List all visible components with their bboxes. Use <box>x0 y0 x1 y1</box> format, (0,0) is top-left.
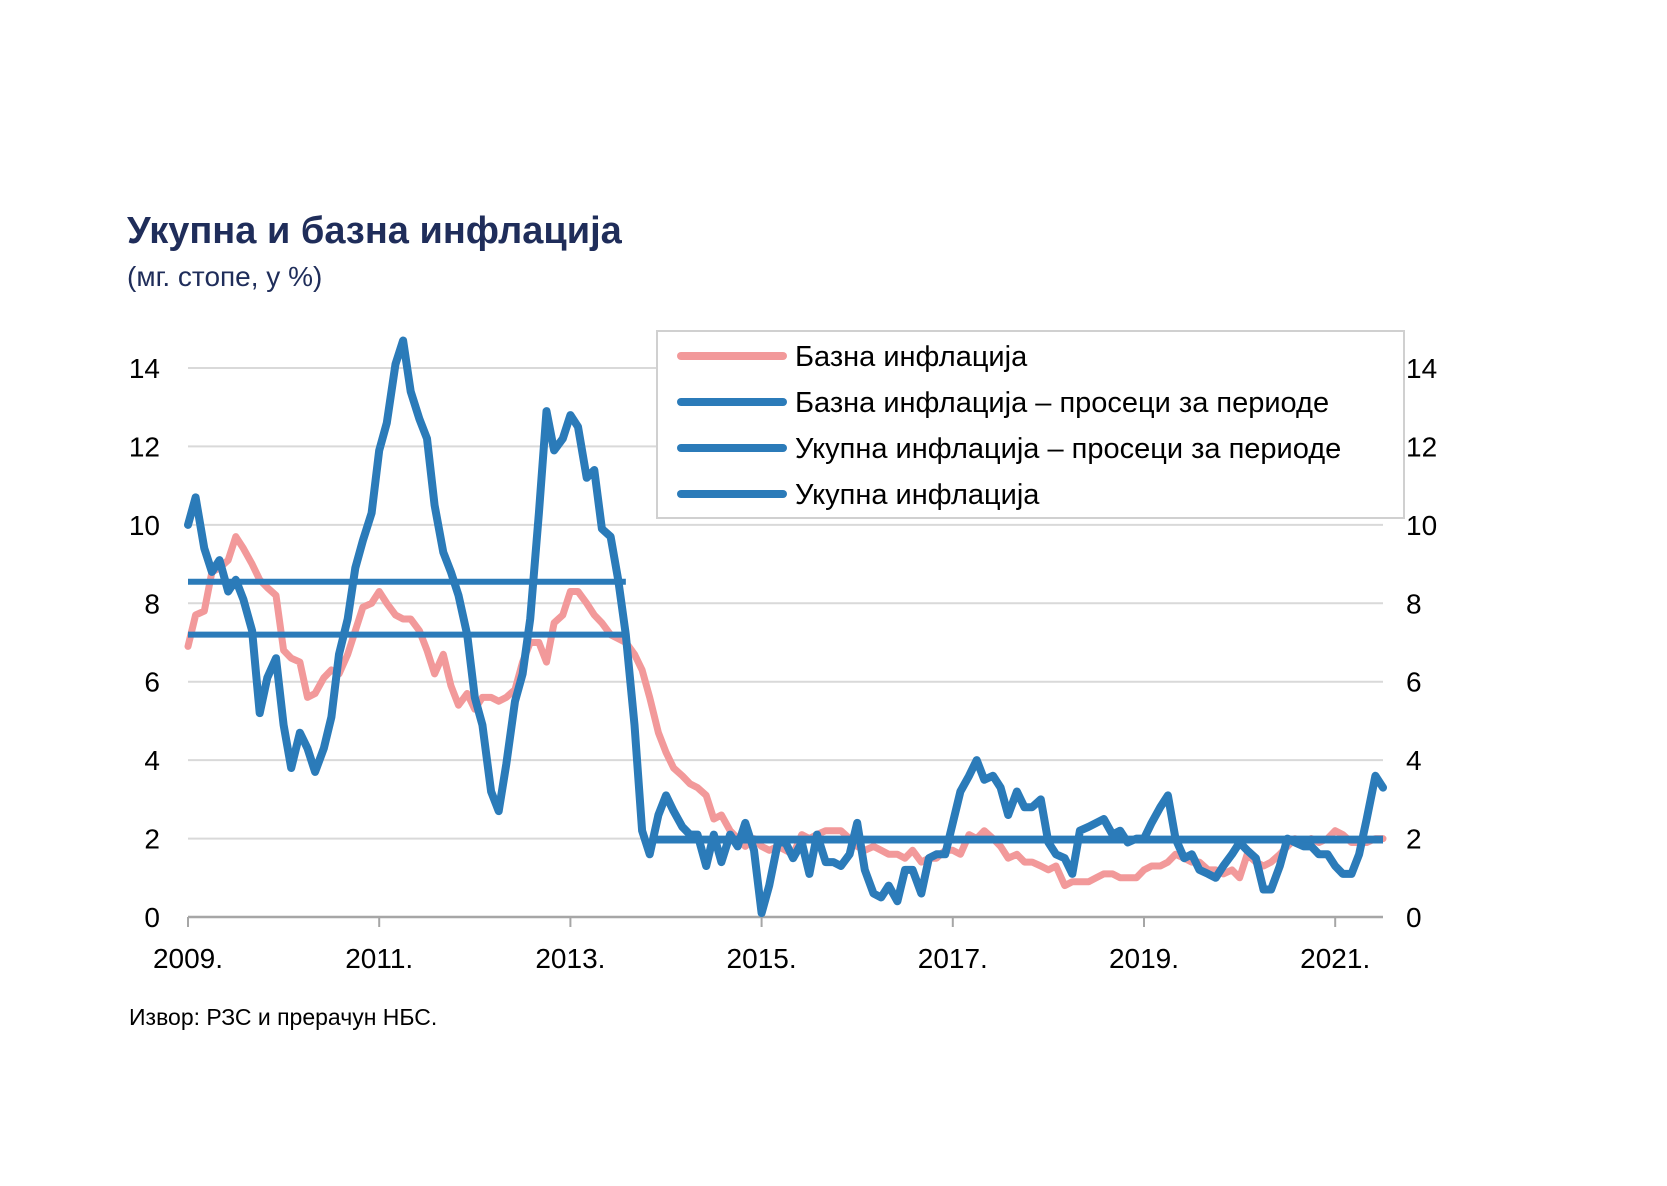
y-tick-label-left-4: 4 <box>144 745 160 776</box>
y-tick-label-right-14: 14 <box>1406 353 1437 384</box>
y-tick-label-left-12: 12 <box>129 431 160 462</box>
data-series <box>184 336 1387 918</box>
y-tick-label-left-10: 10 <box>129 510 160 541</box>
legend-box <box>656 330 1405 519</box>
y-tick-label-left-14: 14 <box>129 353 160 384</box>
y-tick-label-left-2: 2 <box>144 824 160 855</box>
y-tick-label-right-0: 0 <box>1406 902 1422 933</box>
y-tick-label-right-8: 8 <box>1406 588 1422 619</box>
source-note: Извор: РЗС и прерачун НБС. <box>129 1004 438 1030</box>
series-line-0 <box>184 533 1387 890</box>
y-tick-label-left-6: 6 <box>144 667 160 698</box>
series-line-3 <box>184 336 1387 918</box>
legend-label-0: Базна инфлација <box>795 341 1028 373</box>
y-tick-label-right-4: 4 <box>1406 745 1422 776</box>
y-tick-label-right-12: 12 <box>1406 431 1437 462</box>
x-tick-label-2019: 2019. <box>1109 943 1179 974</box>
x-tick-label-2021: 2021. <box>1300 943 1370 974</box>
chart-subtitle: (мг. стопе, у %) <box>127 261 323 292</box>
legend-label-2: Укупна инфлација – просеци за периоде <box>795 433 1341 465</box>
legend: Базна инфлација Базна инфлација – просеци… <box>656 330 1405 519</box>
y-tick-label-right-10: 10 <box>1406 510 1437 541</box>
x-tick-label-2009: 2009. <box>153 943 223 974</box>
x-tick-label-2017: 2017. <box>918 943 988 974</box>
x-tick-label-2011: 2011. <box>345 943 413 974</box>
axes: 0 0 2 2 4 4 6 6 8 8 10 10 12 12 14 14 2009. 2011. 2013. 201… <box>129 353 1437 974</box>
y-tick-label-left-0: 0 <box>144 902 160 933</box>
x-tick-label-2013: 2013. <box>535 943 605 974</box>
y-tick-label-right-6: 6 <box>1406 667 1422 698</box>
x-tick-label-2015: 2015. <box>727 943 797 974</box>
y-tick-label-right-2: 2 <box>1406 824 1422 855</box>
legend-label-1: Базна инфлација – просеци за периоде <box>795 387 1329 419</box>
y-tick-label-left-8: 8 <box>144 588 160 619</box>
legend-label-3: Укупна инфлација <box>795 479 1040 511</box>
chart-title: Укупна и базна инфлација <box>127 210 622 252</box>
